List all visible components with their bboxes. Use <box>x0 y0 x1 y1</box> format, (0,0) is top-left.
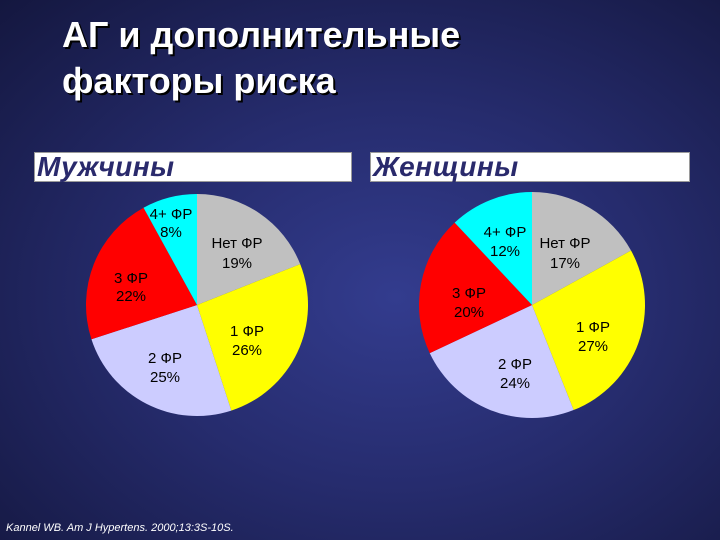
women-chart-title: Женщины <box>373 151 519 182</box>
women-pie-label-4: 4+ ФР <box>484 224 527 241</box>
women-pie-label-0: Нет ФР <box>539 235 590 252</box>
men-pie-label-1: 1 ФР <box>230 323 264 340</box>
citation: Kannel WB. Am J Hypertens. 2000;13:3S-10… <box>6 522 234 534</box>
men-chart-title: Мужчины <box>37 151 175 182</box>
men-pie-label-2: 2 ФР <box>148 350 182 367</box>
men-pie-value-0: 19% <box>222 255 252 272</box>
men-chart-header: Мужчины <box>34 151 352 182</box>
women-pie-value-3: 20% <box>454 304 484 321</box>
page-title-line2: факторы риска <box>62 60 336 101</box>
page-title: АГ и дополнительные факторы риска <box>62 12 460 104</box>
men-pie-value-2: 25% <box>150 369 180 386</box>
women-pie-slice-3 <box>419 222 532 354</box>
women-pie-slice-4 <box>454 192 532 305</box>
women-pie-value-2: 24% <box>500 375 530 392</box>
women-pie-label-3: 3 ФР <box>452 285 486 302</box>
women-pie-slice-0 <box>532 192 632 305</box>
women-pie-value-1: 27% <box>578 338 608 355</box>
men-pie-label-3: 3 ФР <box>114 270 148 287</box>
page-title-line1: АГ и дополнительные <box>62 14 461 55</box>
men-pie-label-0: Нет ФР <box>211 235 262 252</box>
men-pie-slice-0 <box>197 194 301 305</box>
women-pie-value-4: 12% <box>490 243 520 260</box>
women-chart-header: Женщины <box>370 151 690 182</box>
women-pie-label-2: 2 ФР <box>498 356 532 373</box>
men-pie-slice-2 <box>91 305 232 417</box>
men-pie-value-3: 22% <box>116 288 146 305</box>
women-pie-label-1: 1 ФР <box>576 319 610 336</box>
men-pie-slice-1 <box>197 264 309 411</box>
men-pie-slice-3 <box>85 207 197 340</box>
men-pie-value-1: 26% <box>232 342 262 359</box>
men-pie-slice-4 <box>143 194 197 305</box>
men-pie-value-4: 8% <box>160 224 182 241</box>
men-pie-label-4: 4+ ФР <box>150 206 193 223</box>
women-pie-slice-1 <box>532 250 645 411</box>
women-pie-slice-2 <box>429 305 574 418</box>
women-pie-value-0: 17% <box>550 255 580 272</box>
